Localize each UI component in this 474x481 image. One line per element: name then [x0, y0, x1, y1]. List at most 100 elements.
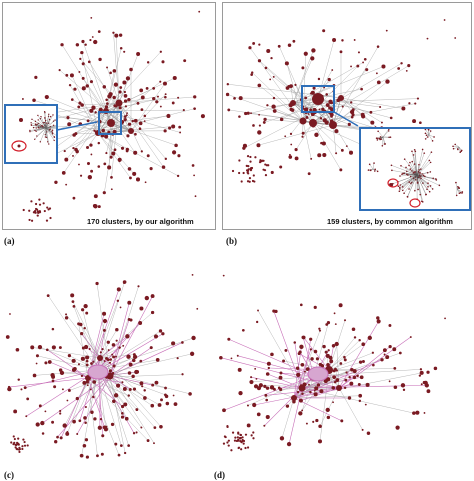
- node: [310, 357, 314, 361]
- cluster-node: [46, 206, 49, 209]
- hub-node: [106, 372, 114, 380]
- node: [79, 174, 83, 177]
- node: [252, 42, 256, 45]
- node: [317, 439, 323, 444]
- zoom-node: [17, 144, 21, 148]
- node: [325, 353, 330, 358]
- zoom-node: [422, 174, 425, 177]
- cluster-node: [34, 202, 38, 206]
- zoom-node: [423, 152, 426, 154]
- node: [58, 346, 62, 350]
- isolated-node: [90, 16, 93, 19]
- node: [331, 344, 336, 348]
- zoom-edge: [45, 127, 49, 145]
- node: [139, 359, 143, 363]
- node: [279, 165, 283, 169]
- node: [105, 98, 108, 102]
- cluster-node: [14, 446, 17, 449]
- zoom-node: [368, 163, 371, 166]
- node: [325, 407, 330, 413]
- node: [72, 419, 76, 424]
- edge: [301, 385, 427, 389]
- node: [61, 388, 64, 391]
- node: [331, 386, 336, 390]
- node: [123, 115, 127, 119]
- edge: [338, 321, 379, 389]
- edge: [264, 386, 295, 399]
- nodes: [219, 274, 446, 452]
- panel-c: [0, 258, 214, 468]
- node: [32, 373, 37, 378]
- node: [67, 354, 72, 358]
- cluster-node: [246, 446, 250, 449]
- node: [97, 141, 101, 145]
- isolated-node: [254, 367, 257, 370]
- edge: [97, 369, 142, 428]
- node: [116, 383, 121, 388]
- edge: [99, 357, 146, 399]
- zoom-edge: [456, 188, 460, 194]
- isolated-node: [405, 69, 408, 72]
- node: [191, 164, 195, 167]
- node: [59, 370, 65, 376]
- zoom-node: [390, 164, 393, 167]
- zoom-node: [413, 148, 416, 151]
- node: [242, 146, 246, 150]
- node: [34, 75, 38, 80]
- node: [123, 402, 128, 407]
- edge: [298, 353, 330, 371]
- node: [35, 422, 40, 427]
- edge: [108, 122, 112, 168]
- node: [72, 366, 77, 371]
- node: [298, 398, 303, 403]
- zoom-node: [421, 201, 424, 203]
- cluster-node: [238, 159, 241, 162]
- zoom-node: [39, 141, 42, 143]
- edge: [328, 369, 363, 430]
- zoom-node: [432, 177, 434, 180]
- node: [153, 426, 157, 429]
- node: [81, 86, 86, 91]
- zoom-edge: [416, 160, 430, 176]
- node: [333, 380, 337, 384]
- node: [277, 386, 281, 390]
- node: [193, 107, 196, 111]
- node: [271, 104, 276, 109]
- node: [59, 436, 63, 440]
- node: [238, 96, 243, 101]
- node: [108, 92, 113, 97]
- node: [72, 147, 75, 150]
- edge: [301, 375, 315, 411]
- node: [72, 154, 74, 157]
- node: [258, 383, 263, 388]
- node: [128, 387, 132, 391]
- node: [416, 97, 420, 100]
- zoom-edge: [31, 125, 47, 129]
- edge: [265, 387, 340, 396]
- node: [318, 108, 321, 111]
- node: [85, 359, 89, 363]
- zoom-graph-a: [11, 111, 56, 152]
- zoom-edge: [428, 134, 433, 141]
- node: [335, 152, 338, 155]
- zoom-edge: [416, 174, 423, 202]
- node: [90, 362, 93, 365]
- zoom-node: [426, 188, 428, 191]
- isolated-node: [444, 317, 446, 320]
- node: [325, 93, 329, 96]
- node: [80, 356, 85, 361]
- node: [340, 148, 344, 152]
- edge: [301, 380, 326, 389]
- zoom-node: [35, 130, 37, 132]
- node: [339, 50, 343, 54]
- zoom-node: [411, 169, 413, 172]
- edge: [254, 387, 340, 406]
- node: [63, 149, 66, 153]
- node: [44, 361, 48, 365]
- node: [266, 104, 269, 107]
- node: [85, 311, 89, 315]
- node: [129, 176, 132, 180]
- zoom-node: [374, 168, 377, 171]
- node: [92, 395, 95, 399]
- node: [177, 154, 181, 158]
